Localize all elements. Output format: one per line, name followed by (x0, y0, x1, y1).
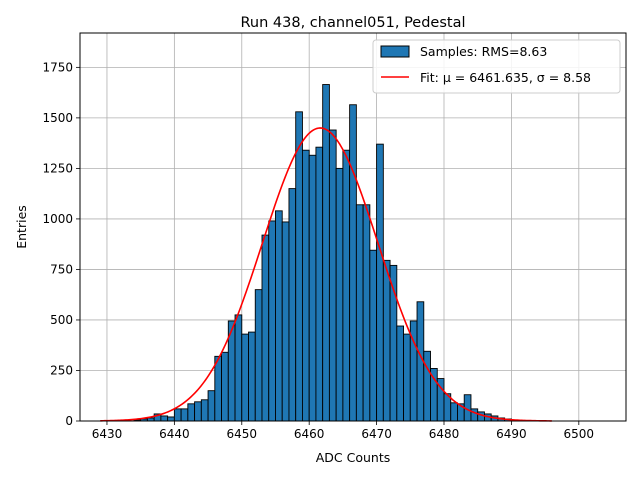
y-tick-label: 1000 (42, 212, 73, 226)
histogram-bar (160, 415, 169, 422)
histogram-bar (396, 325, 405, 422)
histogram-bar (187, 403, 196, 422)
histogram-bar (207, 390, 216, 422)
histogram-bar (355, 204, 364, 422)
histogram-bar (234, 314, 243, 422)
histogram-bar (382, 259, 391, 422)
y-tick-label: 1500 (42, 111, 73, 125)
histogram-bar (241, 333, 249, 422)
y-tick-label: 250 (50, 363, 73, 377)
histogram-bar (295, 111, 303, 422)
y-axis-ticks: 0 250 500 750 1000 1250 1500 1750 (42, 60, 80, 428)
histogram-bars (133, 84, 519, 422)
histogram-bar (315, 146, 324, 422)
legend-label-fit: Fit: μ = 6461.635, σ = 8.58 (420, 70, 591, 85)
histogram-bar (288, 188, 297, 422)
histogram-bar (376, 143, 384, 422)
histogram-bar (335, 167, 344, 422)
legend-swatch-samples (380, 45, 410, 58)
histogram-bar (470, 408, 479, 422)
fit-curve (100, 127, 552, 422)
histogram-bar (308, 154, 317, 422)
histogram-bar (423, 350, 431, 422)
histogram-bar (322, 84, 330, 422)
histogram-bar (194, 401, 202, 422)
x-tick-label: 6440 (159, 427, 190, 441)
x-axis-ticks: 6430 6440 6450 6460 6470 6480 6490 6500 (92, 421, 594, 441)
histogram-bar (275, 210, 283, 422)
histogram-bar (221, 351, 229, 422)
histogram-bar (214, 355, 223, 422)
histogram-bar (261, 234, 270, 422)
histogram-bar (268, 220, 276, 422)
histogram-bar (342, 149, 351, 422)
legend-label-samples: Samples: RMS=8.63 (420, 44, 547, 59)
y-tick-label: 500 (50, 313, 73, 327)
histogram-bar (369, 249, 378, 422)
y-tick-label: 1250 (42, 161, 73, 175)
histogram-bar (403, 333, 411, 422)
y-tick-label: 1750 (42, 60, 73, 74)
histogram-bar (254, 289, 263, 422)
histogram-bar (450, 402, 458, 422)
histogram-bar (173, 408, 182, 422)
x-tick-label: 6450 (227, 427, 258, 441)
histogram-bar (301, 149, 310, 422)
x-tick-label: 6490 (496, 427, 527, 441)
gaussian-fit-line (100, 127, 552, 422)
histogram-bar (167, 416, 175, 422)
histogram-bar (362, 204, 371, 422)
legend: Samples: RMS=8.63 Fit: μ = 6461.635, σ =… (372, 39, 621, 94)
x-tick-label: 6430 (92, 427, 123, 441)
histogram-bar (180, 408, 189, 422)
histogram-bar (281, 221, 290, 422)
x-tick-label: 6480 (429, 427, 460, 441)
x-tick-label: 6460 (294, 427, 325, 441)
plot-frame (79, 32, 627, 422)
legend-box (372, 39, 621, 94)
y-tick-label: 0 (65, 414, 73, 428)
x-tick-label: 6500 (564, 427, 595, 441)
y-tick-label: 750 (50, 262, 73, 276)
chart-title: Run 438, channel051, Pedestal (240, 15, 465, 31)
x-tick-label: 6470 (361, 427, 392, 441)
histogram-bar (349, 104, 357, 422)
x-axis-label: ADC Counts (316, 450, 391, 465)
histogram-bar (200, 399, 209, 422)
histogram-bar (248, 331, 256, 422)
histogram-bar (328, 129, 337, 422)
y-axis-label: Entries (14, 205, 29, 249)
histogram-bar (477, 411, 485, 422)
